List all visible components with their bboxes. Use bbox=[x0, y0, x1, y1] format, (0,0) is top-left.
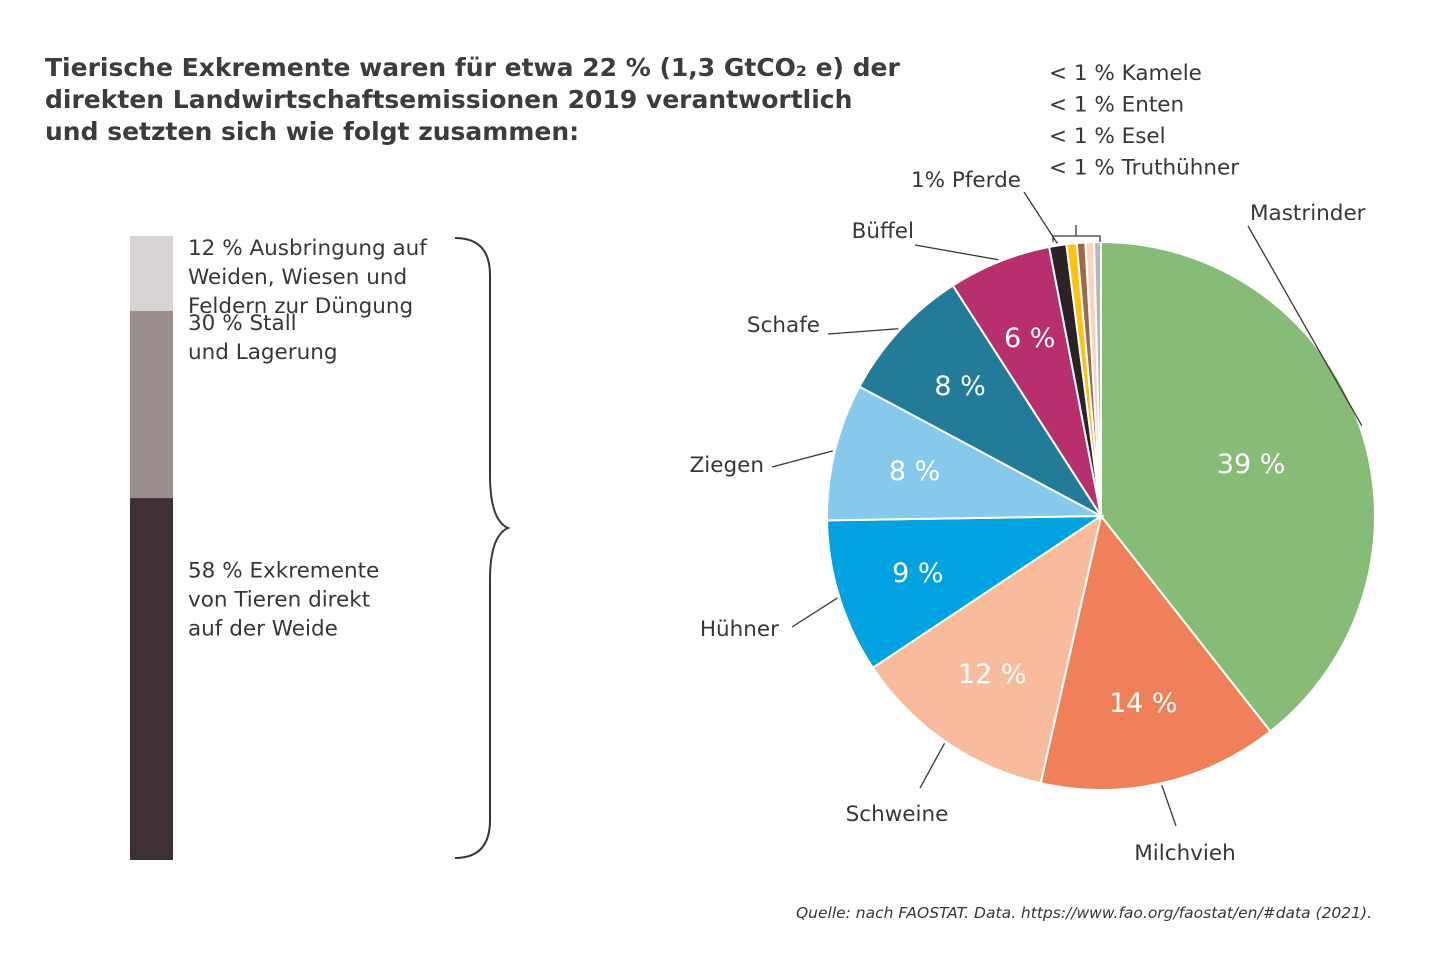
bar-label-0: 12 % Ausbringung auf Weiden, Wiesen und Fe… bbox=[188, 236, 427, 319]
pie-slice-3 bbox=[826, 514, 1105, 670]
pie-name-label-0: Mastrinder bbox=[1250, 201, 1366, 226]
chart-title: Tierische Exkremente waren für etwa 22 %… bbox=[45, 52, 945, 148]
bar-segment-0 bbox=[130, 236, 173, 311]
pie-name-label-6: Büffel bbox=[852, 219, 914, 244]
bar-label-line: 12 % Ausbringung auf bbox=[188, 236, 427, 261]
pie-value-label-6: 6 % bbox=[1004, 323, 1055, 354]
pie-value-label-5: 8 % bbox=[934, 371, 985, 402]
leader-line-5 bbox=[827, 328, 899, 335]
leader-line-6 bbox=[914, 244, 999, 261]
bar-label-1: 30 % Stall und Lagerung bbox=[188, 311, 338, 365]
pie-name-label-7: 1% Pferde bbox=[911, 168, 1021, 193]
stacked-bar: 12 % Ausbringung auf Weiden, Wiesen und Fe… bbox=[130, 236, 427, 860]
bar-segment-1 bbox=[130, 310, 173, 499]
pie-name-label-2: Schweine bbox=[846, 802, 949, 827]
pie-labels: 39 % 14 % 12 % 9 % 8 % 8 % 6 % Mastrinder Milchv… bbox=[690, 61, 1366, 866]
title-line-1: Tierische Exkremente waren für etwa 22 %… bbox=[45, 53, 900, 82]
leader-line-2 bbox=[919, 743, 946, 789]
small-group-bracket bbox=[1052, 225, 1101, 242]
leader-line-0 bbox=[1247, 225, 1363, 427]
small-group-label-1: < 1 % Enten bbox=[1049, 93, 1184, 118]
pie-name-label-1: Milchvieh bbox=[1134, 841, 1236, 866]
pie-slice-5 bbox=[858, 284, 1104, 519]
pie-value-label-2: 12 % bbox=[958, 659, 1027, 690]
pie-slice-4 bbox=[826, 385, 1105, 522]
small-group-label-0: < 1 % Kamele bbox=[1049, 61, 1202, 86]
bar-label-line: auf der Weide bbox=[188, 617, 338, 642]
small-group-label-2: < 1 % Esel bbox=[1049, 124, 1166, 149]
pie-slice-1 bbox=[1039, 513, 1272, 791]
title-line-2: direkten Landwirtschaftsemissionen 2019 … bbox=[45, 85, 853, 114]
curly-brace bbox=[454, 237, 511, 859]
pie-value-label-4: 8 % bbox=[889, 456, 940, 487]
bar-label-line: Feldern zur Düngung bbox=[188, 294, 413, 319]
leader-line-4 bbox=[771, 450, 833, 468]
bar-label-line: 58 % Exkremente bbox=[188, 559, 379, 584]
pie-name-label-4: Ziegen bbox=[690, 453, 764, 478]
leader-line-1 bbox=[1161, 785, 1177, 827]
bar-label-line: und Lagerung bbox=[188, 340, 338, 365]
pie-value-label-3: 9 % bbox=[892, 558, 943, 589]
leader-line-3 bbox=[791, 597, 838, 628]
pie-chart bbox=[826, 240, 1376, 791]
pie-name-label-5: Schafe bbox=[747, 313, 820, 338]
pie-name-label-3: Hühner bbox=[700, 617, 779, 642]
bar-label-line: Weiden, Wiesen und bbox=[188, 265, 407, 290]
pie-value-label-1: 14 % bbox=[1109, 688, 1178, 719]
pie-value-label-0: 39 % bbox=[1217, 449, 1286, 480]
bar-label-2: 58 % Exkremente von Tieren direkt auf der … bbox=[188, 559, 379, 642]
pie-slice-2 bbox=[871, 513, 1103, 785]
leader-line-7 bbox=[1023, 191, 1058, 244]
pie-slice-11 bbox=[1093, 240, 1102, 517]
source-note: Quelle: nach FAOSTAT. Data. https://www.… bbox=[795, 904, 1372, 922]
bar-label-line: von Tieren direkt bbox=[188, 588, 370, 613]
small-group-label-3: < 1 % Truthühner bbox=[1049, 156, 1239, 181]
bar-segment-2 bbox=[130, 498, 173, 860]
title-line-3: und setzten sich wie folgt zusammen: bbox=[45, 117, 580, 146]
bar-label-line: 30 % Stall bbox=[188, 311, 297, 336]
pie-slice-0 bbox=[1100, 240, 1376, 733]
